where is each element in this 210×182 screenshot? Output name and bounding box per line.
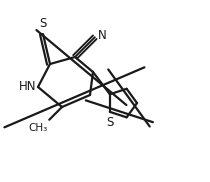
Text: HN: HN (18, 80, 36, 94)
Text: S: S (39, 17, 47, 30)
Text: CH₃: CH₃ (28, 123, 47, 133)
Text: N: N (98, 29, 106, 42)
Text: S: S (106, 116, 114, 129)
